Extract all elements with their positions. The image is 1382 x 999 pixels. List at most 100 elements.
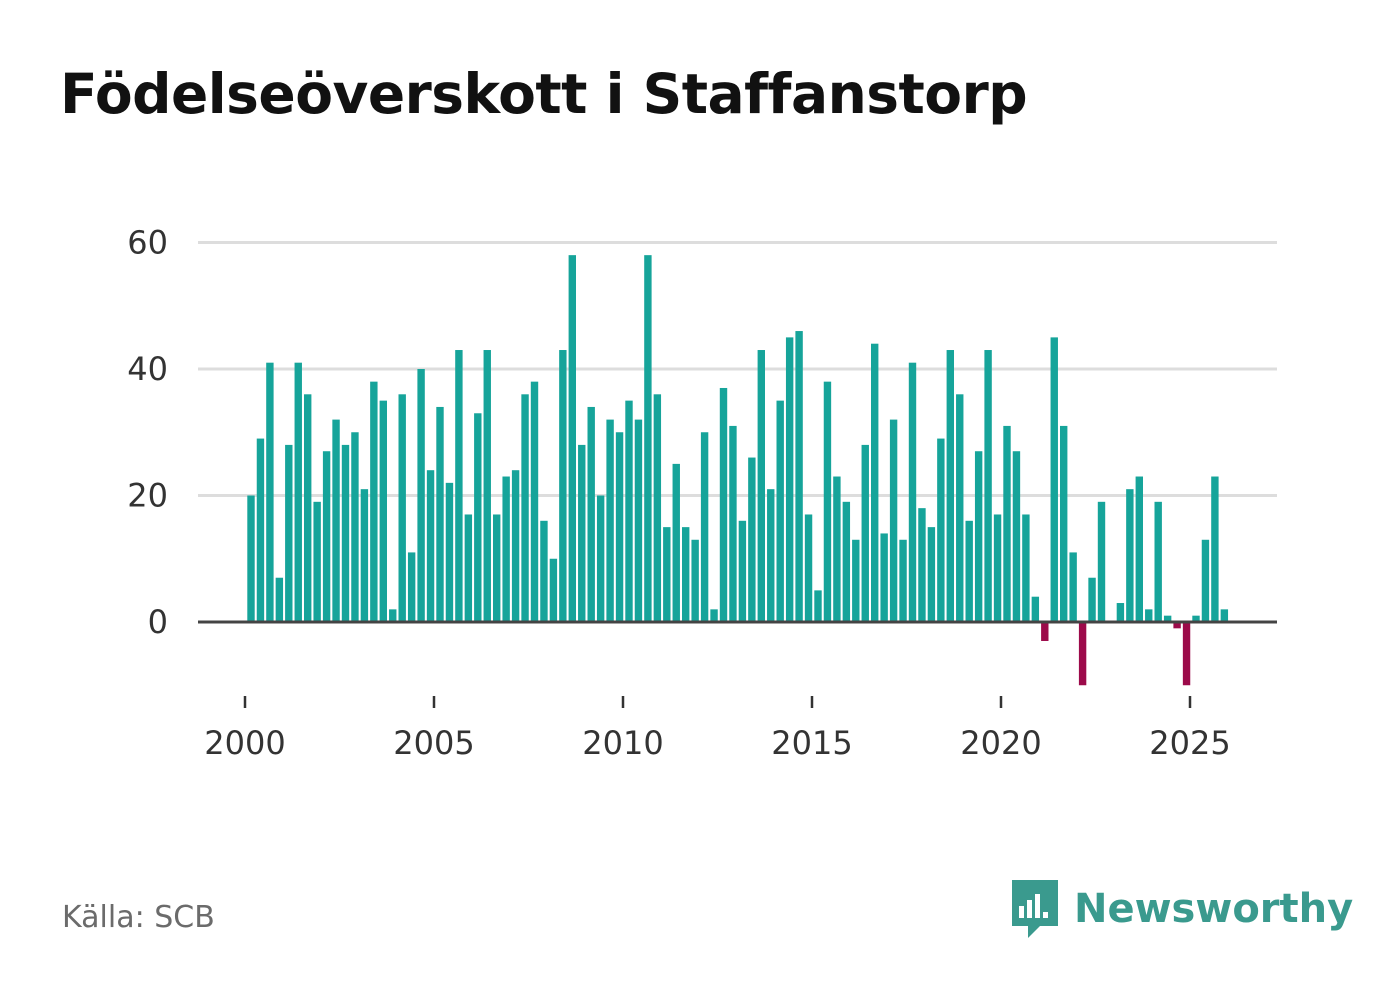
x-tick-label-2020: 2020	[960, 724, 1041, 762]
bar-30	[530, 381, 539, 622]
bar-15	[389, 609, 397, 622]
brand-name: Newsworthy	[1074, 886, 1354, 932]
bar-88	[1078, 622, 1087, 686]
bar-56	[776, 400, 784, 623]
bar-87	[1069, 552, 1077, 622]
bar-4	[285, 444, 293, 622]
bar-73	[937, 438, 945, 622]
bar-52	[738, 520, 747, 622]
bar-76	[965, 520, 973, 622]
bar-93	[1126, 489, 1134, 622]
bar-43	[653, 394, 662, 622]
bar-102	[1211, 476, 1219, 622]
bar-70	[908, 362, 917, 622]
bar-20	[436, 406, 444, 622]
bar-72	[927, 527, 936, 623]
brand-logo: Newsworthy	[1010, 878, 1353, 940]
bar-31	[540, 520, 548, 622]
bar-28	[511, 470, 520, 622]
bar-65	[861, 444, 869, 622]
bar-96	[1154, 501, 1162, 622]
bar-24	[474, 413, 482, 622]
bar-92	[1116, 603, 1125, 622]
y-tick-label-40: 40	[127, 350, 168, 388]
bar-42	[644, 255, 652, 622]
bar-68	[889, 419, 898, 622]
bar-27	[502, 476, 510, 622]
bar-99	[1182, 622, 1191, 686]
gridlines	[198, 241, 1277, 497]
bar-82	[1022, 514, 1030, 623]
bar-57	[785, 337, 794, 623]
x-tick-label-2000: 2000	[204, 724, 285, 762]
bar-9	[332, 419, 340, 622]
bar-98	[1173, 622, 1181, 629]
bar-47	[691, 539, 699, 622]
bar-35	[578, 444, 586, 622]
bar-44	[663, 527, 671, 623]
bar-19	[426, 470, 435, 622]
bar-58	[795, 331, 803, 622]
bar-46	[682, 527, 690, 623]
bar-8	[322, 451, 331, 623]
bar-69	[899, 539, 907, 622]
bar-18	[417, 369, 425, 622]
bar-66	[871, 343, 879, 622]
bar-86	[1060, 425, 1068, 622]
bar-29	[521, 394, 529, 622]
bar-59	[804, 514, 813, 623]
bar-40	[625, 400, 633, 623]
bar-67	[880, 533, 888, 622]
bar-10	[341, 444, 350, 622]
bar-32	[549, 558, 558, 622]
bar-89	[1088, 577, 1096, 622]
bar-39	[615, 432, 624, 622]
bar-38	[606, 419, 614, 622]
bar-13	[370, 381, 378, 622]
y-tick-label-60: 60	[127, 224, 168, 262]
y-axis: 0 20 40 60	[127, 224, 168, 642]
bar-63	[842, 501, 851, 622]
bar-75	[956, 394, 964, 622]
bar-22	[455, 350, 463, 622]
bar-21	[445, 482, 454, 622]
bar-33	[559, 350, 567, 622]
bar-23	[464, 514, 473, 623]
bar-34	[568, 255, 576, 622]
bar-12	[360, 489, 369, 622]
bar-61	[823, 381, 832, 622]
bar-2	[266, 362, 274, 622]
bar-100	[1192, 615, 1200, 622]
bar-101	[1201, 539, 1210, 622]
bar-74	[946, 350, 954, 622]
bar-36	[587, 406, 595, 622]
bar-17	[407, 552, 416, 622]
bar-94	[1135, 476, 1143, 622]
bar-45	[672, 463, 680, 623]
source-label: Källa: SCB	[62, 900, 215, 935]
bar-14	[379, 400, 387, 623]
bar-83	[1031, 596, 1040, 622]
bar-84	[1041, 622, 1049, 641]
bar-49	[710, 609, 718, 622]
bar-97	[1163, 615, 1172, 622]
bar-51	[729, 425, 737, 622]
bar-0	[247, 495, 255, 622]
bar-16	[398, 394, 406, 622]
bar-41	[634, 419, 643, 622]
bar-95	[1145, 609, 1153, 622]
bar-48	[700, 432, 709, 622]
bar-53	[748, 457, 756, 622]
bar-78	[984, 350, 992, 622]
x-tick-label-2025: 2025	[1149, 724, 1230, 762]
bar-6	[304, 394, 312, 622]
bar-81	[1012, 451, 1021, 623]
y-tick-label-0: 0	[148, 603, 168, 641]
bar-62	[833, 476, 841, 622]
bar-71	[918, 508, 926, 622]
bar-26	[493, 514, 501, 623]
y-tick-label-20: 20	[127, 477, 168, 515]
bar-1	[256, 438, 265, 622]
bar-60	[814, 590, 822, 623]
